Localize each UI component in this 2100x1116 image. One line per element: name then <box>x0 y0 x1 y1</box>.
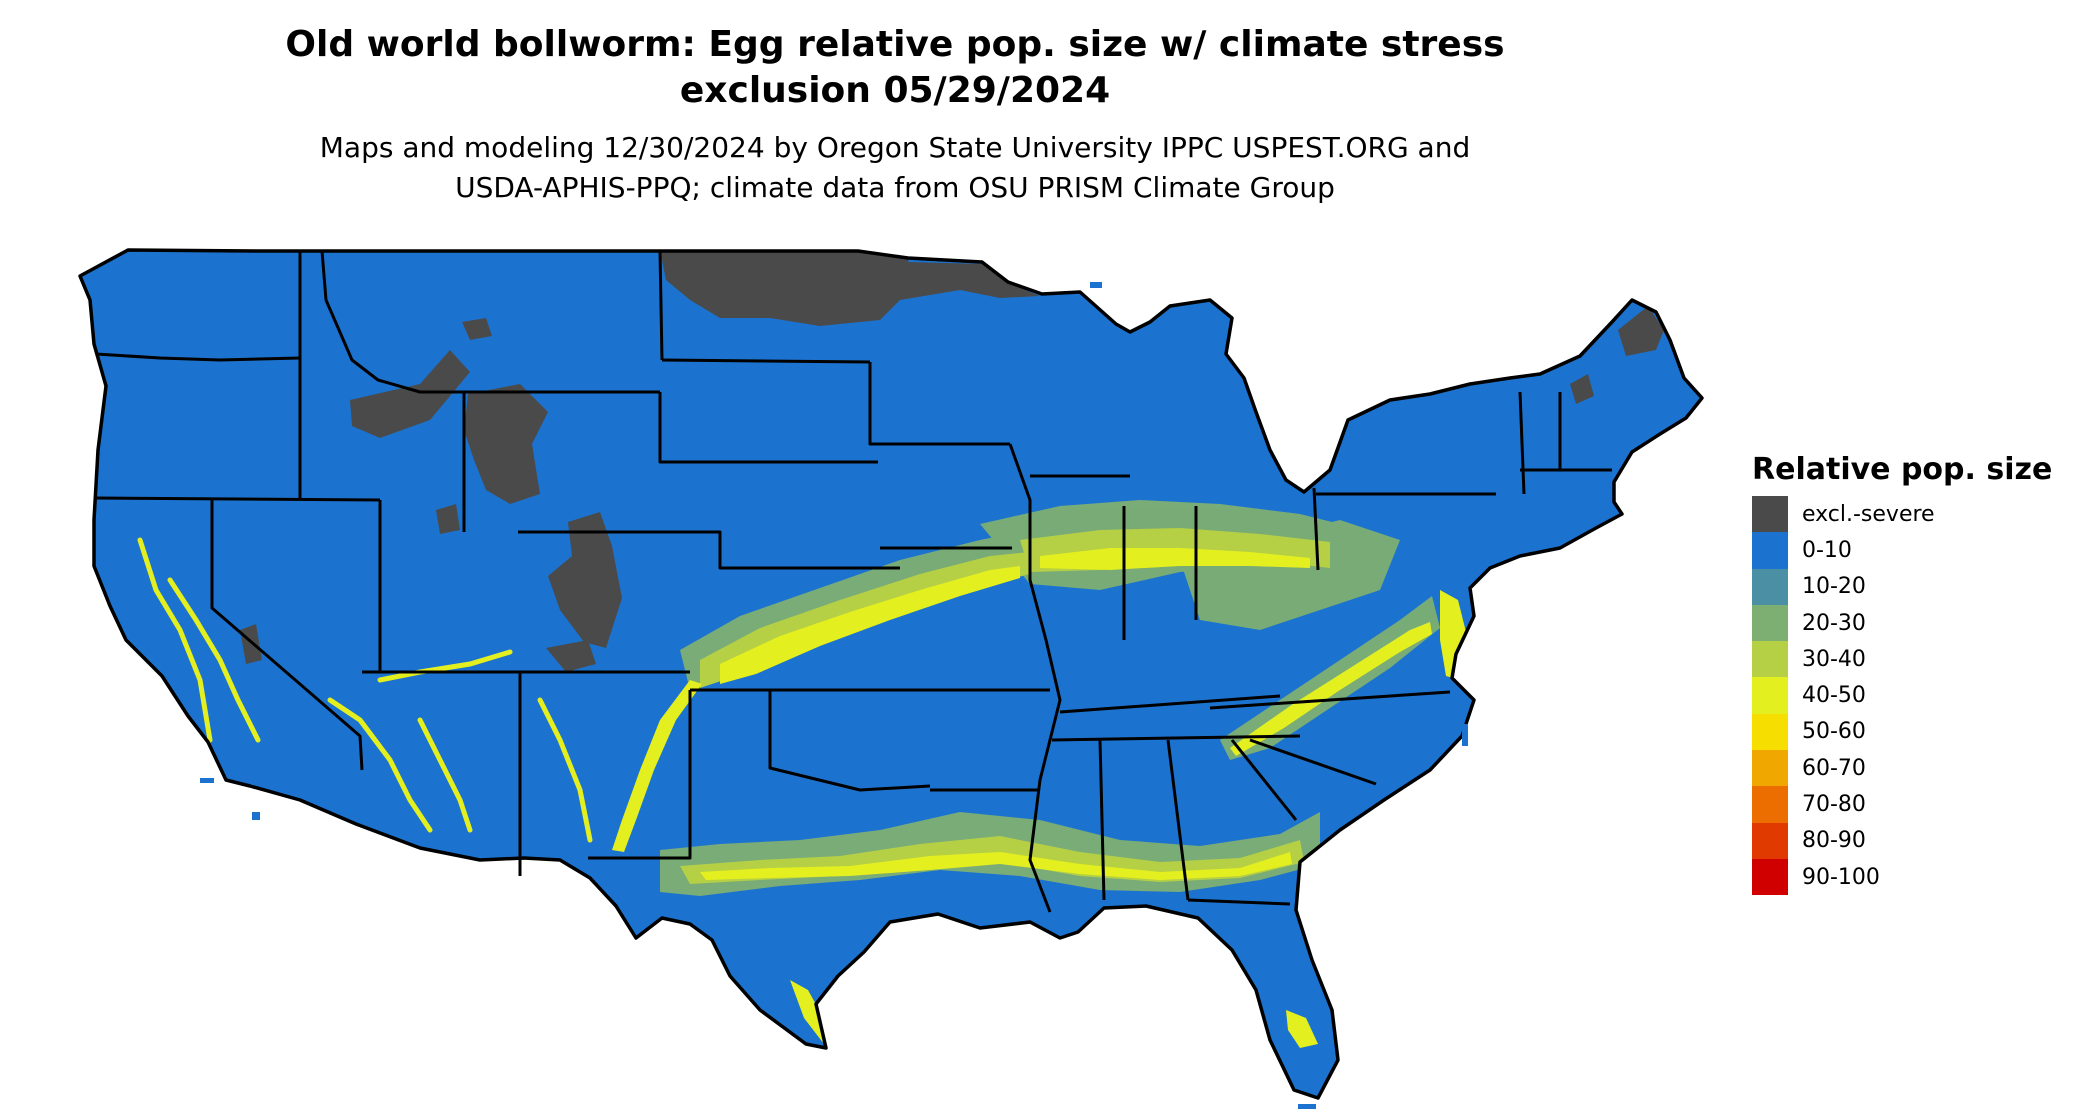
island-outer-banks <box>1462 724 1468 746</box>
border-ms-al <box>1098 739 1106 901</box>
fringe-new-mexico <box>537 697 593 843</box>
legend-swatch <box>1752 750 1788 787</box>
legend-item: 50-60 <box>1752 713 2082 751</box>
band-appalachia-40-50 <box>1230 622 1432 756</box>
excluded-california-sierra <box>240 624 262 664</box>
band-gulf-coast-40-50 <box>700 852 1292 880</box>
border-wa-or <box>95 352 301 362</box>
coastal-islands <box>200 282 1468 1109</box>
legend-label: 10-20 <box>1802 574 1866 600</box>
border-or-ca <box>95 496 381 502</box>
border-new-england <box>1518 391 1612 495</box>
legend-item: 70-80 <box>1752 786 2082 823</box>
fringe-arizona <box>327 697 433 833</box>
border-nc-sc <box>1249 738 1377 786</box>
fringe-california-coast <box>137 537 213 743</box>
band-florida-40-50 <box>1286 1010 1318 1048</box>
excluded-areas <box>240 250 1664 672</box>
legend-swatch <box>1752 858 1788 896</box>
excluded-utah-mountains <box>436 504 460 534</box>
band-midwest-40-50 <box>1040 548 1310 570</box>
excluded-idaho-montana-border <box>350 350 470 438</box>
legend-label: 40-50 <box>1802 683 1866 709</box>
legend-swatch <box>1752 713 1788 751</box>
excluded-maine-north <box>1618 306 1664 356</box>
legend-item: 80-90 <box>1752 822 2082 859</box>
band-central-plains-40-50 <box>720 566 1020 684</box>
legend-swatch <box>1752 532 1788 569</box>
legend-swatch <box>1752 822 1788 859</box>
legend-label: 90-100 <box>1802 864 1880 890</box>
legend-swatch <box>1752 496 1788 533</box>
border-id-mt <box>320 250 464 394</box>
band-southern-rockies-40-50 <box>612 680 702 852</box>
risk-zones <box>137 250 1664 1048</box>
legend-label: 80-90 <box>1802 828 1866 854</box>
legend-item: 30-40 <box>1752 641 2082 678</box>
legend-swatch <box>1752 677 1788 714</box>
border-mn-ia <box>868 362 1010 446</box>
border-ky-tn <box>1059 694 1281 714</box>
map-subtitle: Maps and modeling 12/30/2024 by Oregon S… <box>200 128 1590 208</box>
border-ga-fl <box>1187 898 1291 906</box>
border-ga-sc <box>1230 739 1298 821</box>
legend-swatch <box>1752 786 1788 823</box>
legend: Relative pop. size excl.-severe 0-10 10-20… <box>1752 452 2082 896</box>
legend-swatch <box>1752 568 1788 605</box>
border-va-nc <box>1209 690 1451 710</box>
map-subtitle-line-2: USDA-APHIS-PPQ; climate data from OSU PR… <box>455 171 1335 204</box>
island-florida-keys <box>1298 1104 1316 1109</box>
border-ok-tx <box>768 690 931 792</box>
excluded-north-dakota-minnesota <box>660 250 1040 326</box>
legend-item: 20-30 <box>1752 604 2082 642</box>
legend-item: 90-100 <box>1752 858 2082 896</box>
legend-title: Relative pop. size <box>1752 452 2053 487</box>
map-title: Old world bollworm: Egg relative pop. si… <box>200 22 1590 114</box>
excluded-wyoming <box>464 384 548 504</box>
border-mississippi-river <box>1008 443 1062 913</box>
excluded-montana-patch <box>462 318 492 340</box>
southwest-fringe <box>137 537 593 843</box>
legend-item: 60-70 <box>1752 750 2082 787</box>
legend-label: excl.-severe <box>1802 501 1935 527</box>
legend-swatch <box>1752 604 1788 642</box>
legend-item: excl.-severe <box>1752 496 2082 533</box>
border-sd-ne <box>658 392 878 464</box>
map-title-line-2: exclusion 05/29/2024 <box>679 70 1111 111</box>
fringe-california-sierra <box>167 577 261 743</box>
border-nm-tx <box>588 690 692 860</box>
legend-label: 30-40 <box>1802 646 1866 672</box>
border-ne-ks <box>518 530 900 570</box>
border-oh-pa <box>1312 487 1320 571</box>
legend-label: 20-30 <box>1802 610 1866 636</box>
border-al-ga <box>1166 739 1190 901</box>
state-borders <box>95 250 1612 913</box>
island-lake-superior <box>1090 282 1102 288</box>
legend-items: excl.-severe 0-10 10-20 20-30 30-40 40-50 50-6… <box>1752 496 2082 896</box>
legend-swatch <box>1752 641 1788 678</box>
fringe-colorado-plateau <box>377 649 513 683</box>
legend-label: 0-10 <box>1802 537 1852 563</box>
legend-label: 60-70 <box>1802 755 1866 781</box>
fringe-arizona-east <box>417 717 473 833</box>
border-ca-nv <box>210 500 364 771</box>
map-subtitle-line-1: Maps and modeling 12/30/2024 by Oregon S… <box>319 131 1471 164</box>
map-title-line-1: Old world bollworm: Egg relative pop. si… <box>285 24 1505 65</box>
excluded-new-england-mountains <box>1570 374 1594 404</box>
excluded-colorado-south <box>546 640 596 672</box>
border-tn-ms-al <box>1051 734 1301 742</box>
us-base-fill <box>80 250 1702 1098</box>
island-channel-islands <box>200 778 214 783</box>
legend-label: 50-60 <box>1802 719 1866 745</box>
island-ca-south <box>252 812 260 820</box>
legend-item: 0-10 <box>1752 532 2082 569</box>
excluded-colorado-rockies <box>548 512 622 648</box>
border-nd-sd <box>661 358 871 364</box>
border-mt-nd <box>658 250 664 361</box>
legend-item: 10-20 <box>1752 568 2082 605</box>
legend-item: 40-50 <box>1752 677 2082 714</box>
legend-label: 70-80 <box>1802 792 1866 818</box>
